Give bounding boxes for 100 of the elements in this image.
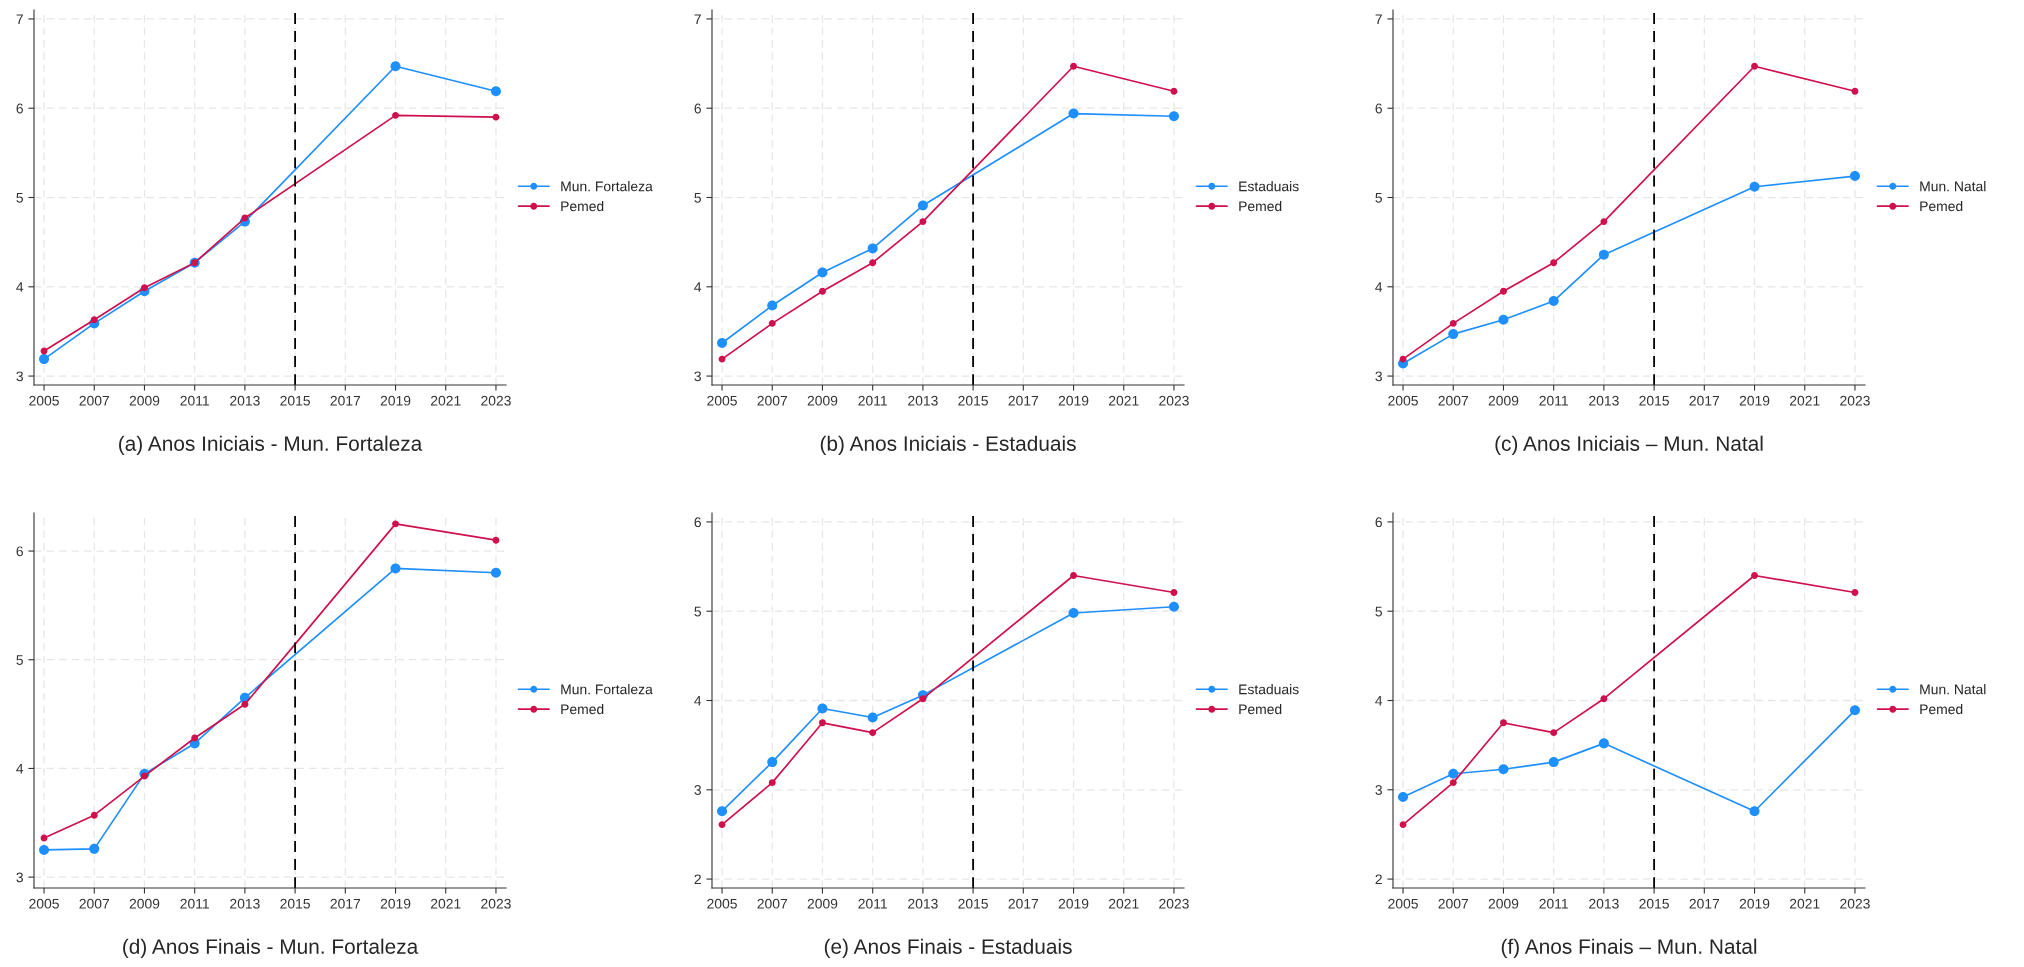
x-tick-label: 2005: [1388, 898, 1418, 909]
x-tick-label: 2017: [1008, 395, 1039, 406]
point: [1448, 768, 1459, 779]
y-tick-label: 2: [694, 874, 701, 885]
x-tick-label: 2007: [757, 898, 788, 909]
legend-label: Mun. Natal: [1920, 181, 1986, 192]
y-tick-label: 5: [694, 606, 701, 617]
y-tick-label: 5: [694, 192, 701, 203]
point: [1448, 329, 1459, 340]
x-tick-label: 2017: [330, 898, 361, 909]
point: [492, 536, 500, 544]
point: [490, 567, 501, 578]
point: [919, 218, 927, 226]
point: [241, 700, 249, 708]
legend-label: Pemed: [1239, 200, 1282, 212]
point: [1849, 171, 1860, 182]
x-tick-label: 2007: [79, 395, 110, 406]
point: [191, 734, 199, 742]
x-tick-label: 2019: [1058, 898, 1089, 909]
point: [767, 757, 778, 768]
x-tick-label: 2015: [958, 395, 988, 406]
point: [1449, 779, 1457, 787]
y-tick-label: 4: [16, 763, 24, 774]
y-tick-label: 3: [16, 371, 23, 382]
x-tick-label: 2017: [1008, 898, 1039, 909]
y-tick-label: 7: [16, 14, 23, 24]
x-tick-label: 2021: [1109, 395, 1139, 406]
y-tick-label: 7: [694, 14, 701, 24]
y-tick-label: 5: [16, 655, 23, 665]
point: [1851, 588, 1859, 596]
x-tick-label: 2009: [1488, 898, 1519, 909]
point: [869, 729, 877, 737]
x-tick-label: 2023: [481, 395, 511, 406]
x-tick-label: 2023: [1159, 898, 1189, 909]
x-tick-label: 2005: [29, 395, 59, 406]
x-tick-label: 2015: [280, 898, 310, 909]
point: [717, 338, 728, 349]
y-tick-label: 3: [1375, 785, 1382, 795]
legend-label: Pemed: [1920, 200, 1963, 212]
y-tick-label: 6: [694, 103, 701, 114]
x-tick-label: 2009: [129, 898, 160, 909]
point: [1550, 259, 1558, 267]
point: [1168, 111, 1179, 122]
point: [1598, 249, 1609, 260]
text: (a) Anos Iniciais - Mun. Fortaleza: [119, 435, 423, 456]
point: [768, 779, 776, 787]
x-tick-label: 2009: [807, 395, 838, 406]
x-tick-label: 2005: [707, 898, 737, 909]
point: [819, 287, 826, 295]
x-tick-label: 2011: [180, 898, 209, 909]
point: [1068, 608, 1079, 618]
x-tick-label: 2013: [1589, 395, 1619, 406]
x-tick-label: 2021: [431, 898, 461, 909]
point: [768, 319, 776, 327]
y-tick-label: 6: [1375, 103, 1382, 114]
x-tick-label: 2015: [1639, 395, 1669, 406]
point: [141, 772, 148, 780]
x-tick-label: 2019: [1058, 395, 1089, 406]
point: [1500, 287, 1507, 295]
x-tick-label: 2011: [858, 395, 887, 406]
x-tick-label: 2013: [908, 395, 938, 406]
x-tick-label: 2023: [1840, 898, 1870, 909]
y-tick-label: 2: [1375, 874, 1382, 885]
legend-label: Mun. Fortaleza: [561, 684, 653, 695]
x-tick-label: 2007: [79, 898, 110, 909]
x-tick-label: 2005: [29, 898, 59, 909]
point: [817, 703, 828, 714]
point: [39, 354, 50, 365]
point: [767, 300, 778, 311]
x-tick-label: 2021: [1109, 898, 1139, 909]
point: [1070, 62, 1077, 70]
x-tick-label: 2015: [958, 898, 988, 909]
y-tick-label: 4: [1375, 695, 1383, 706]
y-tick-label: 5: [16, 192, 23, 203]
point: [390, 563, 401, 574]
x-tick-label: 2015: [280, 395, 310, 406]
point: [718, 821, 726, 829]
x-tick-label: 2019: [1739, 395, 1770, 406]
text: (d) Anos Finais - Mun. Fortaleza: [123, 938, 419, 959]
x-tick-label: 2017: [330, 395, 361, 406]
legend-label: Pemed: [1920, 703, 1963, 715]
point: [390, 61, 401, 72]
point: [1548, 757, 1559, 768]
point: [1068, 108, 1079, 119]
point: [1168, 601, 1179, 612]
point: [1548, 296, 1559, 307]
point: [1449, 319, 1457, 327]
legend-label: Mun. Fortaleza: [561, 181, 653, 192]
point: [817, 267, 828, 278]
point: [1600, 695, 1608, 703]
point: [1751, 572, 1758, 579]
text: (c) Anos Iniciais – Mun. Natal: [1495, 435, 1763, 456]
x-tick-label: 2021: [1790, 395, 1820, 406]
legend-label: Estaduais: [1239, 684, 1299, 695]
point: [1399, 821, 1407, 829]
x-tick-label: 2013: [908, 898, 938, 909]
y-tick-label: 6: [16, 546, 23, 557]
y-tick-label: 4: [1375, 282, 1383, 292]
point: [1170, 87, 1178, 95]
x-tick-label: 2015: [1639, 898, 1669, 909]
